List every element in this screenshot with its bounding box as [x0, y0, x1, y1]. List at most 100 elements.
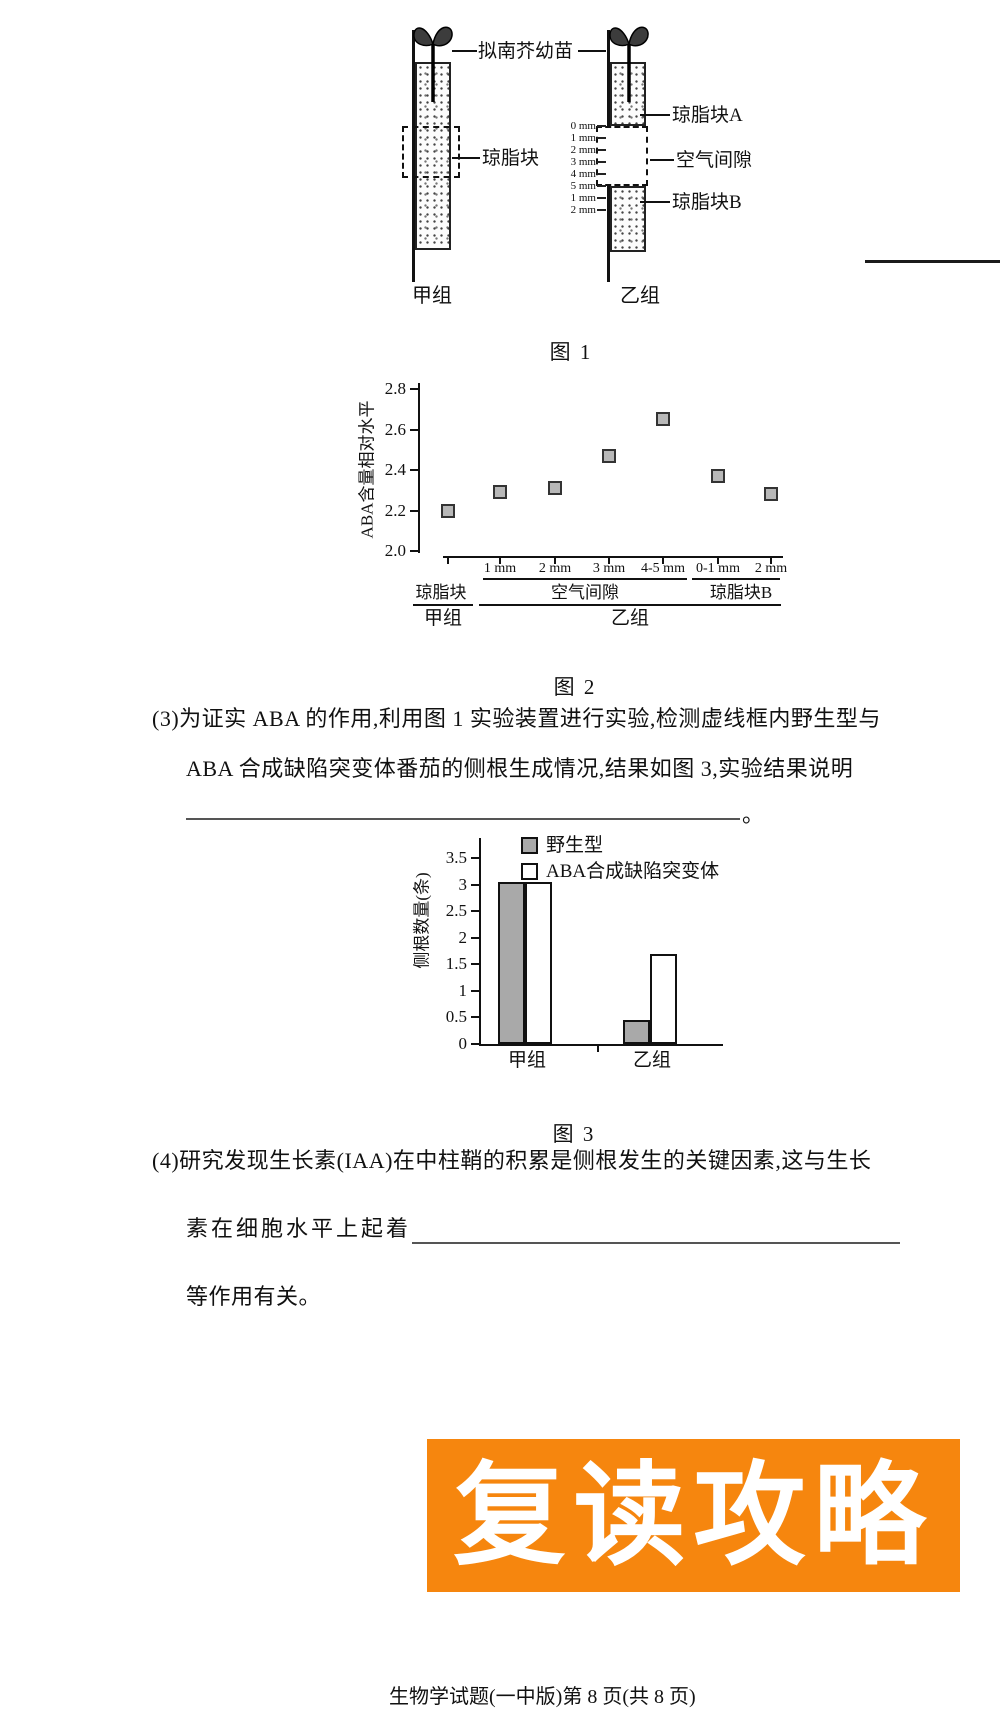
fig1-connector — [578, 50, 606, 52]
fig1-mm-label: 2 mm — [570, 144, 596, 156]
fig1-mm-label: 4 mm — [570, 168, 596, 180]
fig3-y-tick — [471, 883, 480, 886]
fig2-data-point — [493, 485, 507, 500]
fig3-y-tick-label: 2.5 — [445, 901, 467, 921]
fig2-group1-label: 甲组 — [423, 608, 462, 629]
fig1-connector — [452, 157, 480, 159]
fig2-section-agarb: 琼脂块B — [709, 583, 773, 602]
fig1-air-gap-label: 空气间隙 — [676, 150, 753, 171]
fig1-connector — [650, 159, 674, 161]
figure1-caption: 图 1 — [549, 340, 593, 364]
fig2-agarb-underline — [692, 578, 780, 580]
fig1-mm-label: 5 mm — [570, 180, 596, 192]
fig1-mm-label: 2 mm — [570, 204, 596, 216]
scan-artifact-line — [865, 260, 1000, 263]
fig2-y-tick — [410, 469, 419, 471]
fig1-left-tube-line — [412, 30, 415, 282]
fig3-y-tick-label: 0 — [458, 1034, 468, 1053]
fig1-group-right-label: 乙组 — [620, 285, 660, 307]
fig1-mm-label: 1 mm — [570, 192, 596, 204]
fig1-mm-tick — [597, 161, 606, 163]
fig3-y-tick-label: 1 — [458, 980, 468, 1000]
fig1-mm-tick — [597, 185, 606, 187]
fig1-connector — [640, 114, 670, 116]
fig2-x-tick — [554, 558, 556, 564]
question4-line2: 素在细胞水平上起着 — [186, 1216, 412, 1241]
fig3-y-tick-label: 3.5 — [445, 848, 467, 867]
fig2-x-tick-label: 3 mm — [592, 561, 626, 576]
fig3-y-tick — [471, 1043, 480, 1045]
fig2-x-tick — [770, 558, 772, 564]
fig3-y-tick-label: 3 — [458, 874, 468, 894]
fig1-agar-b-label: 琼脂块B — [672, 192, 742, 213]
fig2-y-tick-label: 2.6 — [384, 419, 406, 439]
fig2-x-tick-label: 4-5 mm — [641, 561, 685, 576]
fig2-group2-label: 乙组 — [610, 608, 649, 629]
fig1-air-gap-box — [596, 126, 648, 186]
seedling-icon — [609, 26, 649, 102]
fig2-x-tick — [662, 558, 664, 564]
fig2-data-point — [656, 412, 670, 427]
fig3-y-tick — [471, 989, 480, 992]
fig3-bar-series1 — [498, 881, 525, 1044]
question4-line1: (4)研究发现生长素(IAA)在中柱鞘的积累是侧根发生的关键因素,这与生长 — [152, 1148, 872, 1173]
fig3-bar-series2 — [650, 953, 677, 1044]
ad-banner-text: 复读攻略 — [453, 1452, 934, 1578]
fig1-mm-tick — [597, 209, 606, 211]
fig3-y-tick — [471, 936, 480, 939]
fig1-connector — [452, 50, 477, 52]
fig2-y-tick — [410, 509, 419, 512]
fig2-data-point — [548, 481, 562, 496]
fig2-y-tick — [410, 550, 419, 552]
fig1-agar-label: 琼脂块 — [482, 148, 540, 169]
question4-line3: 等作用有关。 — [186, 1284, 322, 1309]
fig2-y-tick-label: 2.0 — [384, 541, 406, 560]
fig3-x-axis — [479, 1044, 723, 1046]
fig1-mm-tick — [597, 137, 606, 139]
fig1-mm-tick — [597, 125, 606, 127]
fig3-category-label: 甲组 — [507, 1050, 546, 1071]
fig2-x-tick-label: 0-1 mm — [696, 561, 740, 576]
fig2-y-axis — [418, 383, 420, 553]
question3-answer-blank — [186, 818, 740, 820]
fig3-y-tick — [471, 963, 480, 966]
fig1-mm-tick — [597, 149, 606, 151]
ad-banner: 复读攻略 — [427, 1439, 960, 1592]
fig2-y-tick-label: 2.8 — [384, 379, 406, 398]
fig2-x-tick-label: 1 mm — [483, 561, 517, 576]
fig3-legend-swatch — [521, 863, 538, 880]
fig2-x-tick — [717, 558, 719, 564]
fig1-mm-tick — [597, 173, 606, 175]
fig1-mm-tick — [597, 197, 606, 199]
fig2-y-tick-label: 2.4 — [384, 460, 406, 479]
fig3-legend-label: 野生型 — [546, 835, 604, 856]
fig3-y-tick — [471, 1016, 480, 1019]
fig3-bar-series1 — [623, 1020, 650, 1044]
fig2-data-point — [711, 469, 725, 484]
fig1-mm-label: 1 mm — [570, 132, 596, 144]
fig2-y-tick — [410, 388, 419, 390]
fig2-x-tick-label: 2 mm — [754, 561, 788, 576]
fig2-x-tick — [499, 558, 501, 564]
fig2-x-tick-label: 2 mm — [538, 561, 572, 576]
fig3-y-tick-label: 1.5 — [445, 954, 467, 974]
fig3-y-tick — [471, 857, 480, 859]
fig2-y-tick-label: 2.2 — [384, 500, 406, 520]
fig1-agar-block-left — [415, 62, 451, 250]
fig1-seedling-label: 拟南芥幼苗 — [478, 41, 574, 62]
question3-line1: (3)为证实 ABA 的作用,利用图 1 实验装置进行实验,检测虚线框内野生型与 — [152, 706, 881, 731]
fig2-x-tick — [608, 558, 610, 564]
fig1-mm-label: 0 mm — [570, 120, 596, 132]
figure2-caption: 图 2 — [553, 675, 597, 699]
fig3-y-tick — [471, 910, 480, 913]
fig3-y-axis — [479, 838, 481, 1046]
fig2-y-tick — [410, 428, 419, 431]
fig3-bar-series2 — [525, 881, 552, 1044]
fig3-legend-swatch — [521, 837, 538, 854]
seedling-icon — [413, 26, 453, 102]
fig2-x-axis — [443, 556, 783, 558]
page-footer: 生物学试题(一中版)第 8 页(共 8 页) — [389, 1686, 696, 1708]
figure3-caption: 图 3 — [552, 1122, 596, 1146]
fig2-data-point — [764, 487, 778, 502]
